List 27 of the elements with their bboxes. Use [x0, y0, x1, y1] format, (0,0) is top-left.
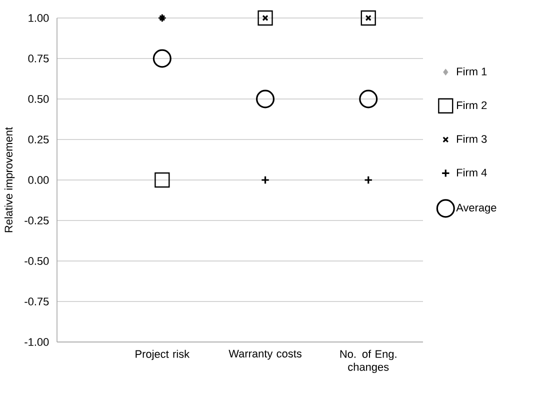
legend-label: Firm 2 — [457, 101, 487, 110]
y-tick-label: -0.75 — [24, 298, 49, 306]
point — [258, 10, 273, 26]
y-tick-label: 0.00 — [28, 176, 49, 184]
x-tick-label: No. of Eng. changes — [340, 350, 396, 373]
legend-label: Firm 1 — [457, 67, 487, 76]
point — [260, 176, 270, 184]
y-tick-label: -1.00 — [24, 338, 49, 346]
y-tick-label: 1.00 — [28, 14, 49, 22]
point — [365, 14, 372, 22]
y-tick-label: -0.25 — [24, 216, 49, 224]
y-tick-label: -0.50 — [24, 257, 49, 265]
y-tick-label: 0.25 — [28, 136, 49, 144]
point — [262, 14, 268, 22]
point — [152, 49, 172, 68]
legend-label: Firm 3 — [457, 134, 487, 143]
legend-label: Firm 4 — [457, 168, 487, 176]
point — [360, 10, 376, 26]
y-tick-label: 0.50 — [28, 95, 49, 103]
legend-label: Average — [456, 204, 496, 214]
point — [359, 90, 378, 108]
y-axis-title: Relative improvement — [4, 127, 15, 232]
point — [364, 176, 373, 184]
y-tick-label: 0.75 — [28, 54, 49, 62]
x-tick-label: Warranty costs — [228, 350, 302, 360]
point — [256, 90, 275, 108]
x-tick-label: Project risk — [136, 350, 190, 360]
